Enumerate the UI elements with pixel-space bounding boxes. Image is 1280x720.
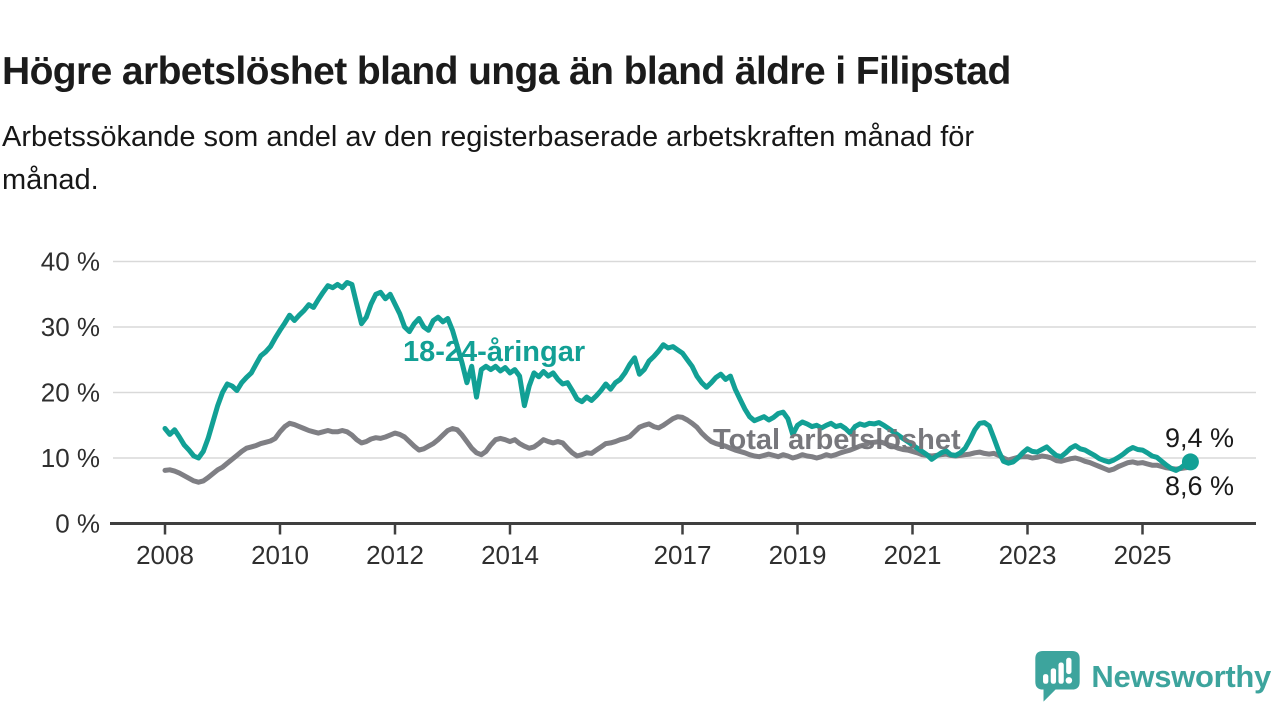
x-tick-label: 2025 — [1114, 540, 1172, 570]
x-tick-label: 2019 — [769, 540, 827, 570]
brand-name: Newsworthy — [1091, 659, 1271, 694]
end-value-young: 9,4 % — [1165, 423, 1235, 453]
newsworthy-brand[interactable]: Newsworthy — [1034, 648, 1271, 706]
y-tick-label: 10 % — [41, 443, 100, 473]
series-label-young: 18-24-åringar — [403, 336, 586, 368]
line-young — [162, 280, 1193, 473]
page-title: Högre arbetslöshet bland unga än bland ä… — [2, 50, 1011, 94]
y-tick-label: 20 % — [41, 378, 100, 408]
y-tick-label: 40 % — [41, 247, 100, 277]
last-value-dot — [1181, 453, 1199, 471]
end-value-total: 8,6 % — [1165, 471, 1235, 501]
y-tick-label: 0 % — [55, 509, 100, 539]
series-label-total: Total arbetslöshet — [713, 424, 961, 456]
page-subtitle-line-2: månad. — [2, 164, 99, 196]
x-tick-label: 2012 — [366, 540, 424, 570]
page-subtitle-line-1: Arbetssökande som andel av den registerb… — [2, 121, 975, 153]
x-tick-label: 2017 — [654, 540, 712, 570]
line-total — [162, 414, 1193, 485]
x-tick-label: 2021 — [884, 540, 942, 570]
x-tick-label: 2010 — [251, 540, 309, 570]
x-tick-label: 2008 — [136, 540, 194, 570]
x-tick-label: 2023 — [999, 540, 1057, 570]
x-tick-label: 2014 — [481, 540, 539, 570]
unemployment-line-chart: 2008 2010 2012 2014 2017 2019 2021 2023 2025 0 % 1… — [41, 247, 1256, 570]
bar-chart-speech-bubble-icon — [1035, 650, 1081, 702]
y-tick-label: 30 % — [41, 312, 100, 342]
